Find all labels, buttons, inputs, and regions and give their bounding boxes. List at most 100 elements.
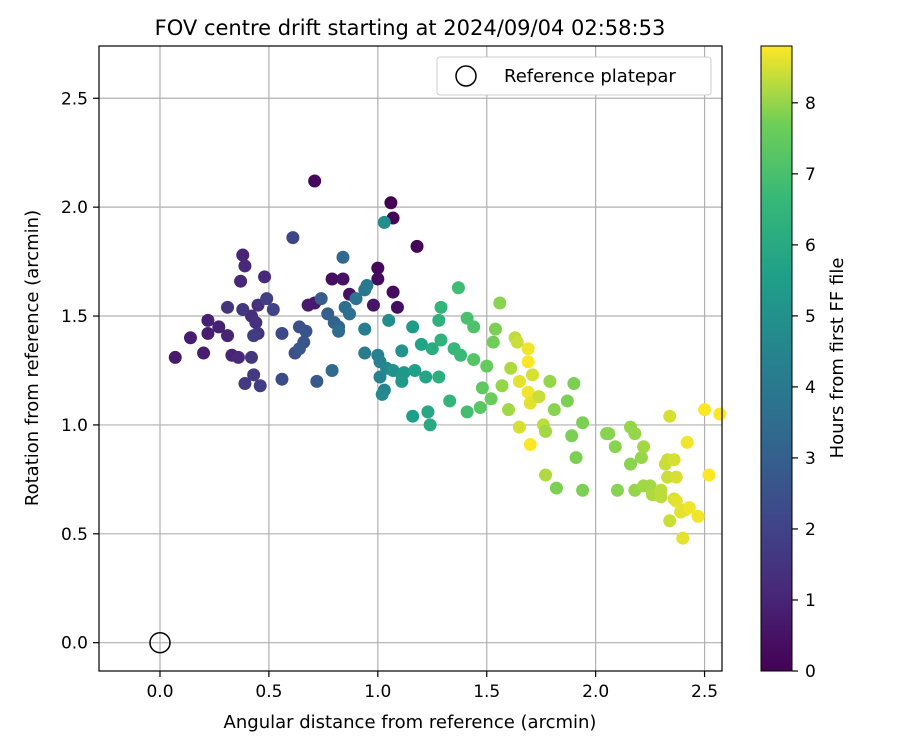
data-point — [637, 440, 651, 454]
colorbar-tick-label: 5 — [805, 307, 816, 327]
data-point — [343, 307, 357, 321]
data-point — [667, 453, 681, 467]
data-point — [539, 468, 553, 482]
data-point — [221, 300, 235, 314]
data-point — [547, 403, 561, 417]
legend: Reference platepar — [436, 56, 712, 96]
y-tick-label: 1.5 — [61, 307, 88, 327]
data-point — [247, 329, 261, 343]
data-point — [408, 363, 422, 377]
data-point — [360, 279, 374, 293]
data-point — [275, 372, 289, 386]
legend-box — [436, 56, 712, 96]
data-point — [358, 346, 372, 360]
data-point — [467, 320, 481, 334]
data-point — [299, 324, 313, 338]
data-point — [495, 379, 509, 393]
data-point — [525, 368, 539, 382]
data-point — [624, 457, 638, 471]
data-point — [183, 331, 197, 345]
data-point — [680, 435, 694, 449]
data-point — [236, 303, 250, 317]
data-point — [521, 385, 535, 399]
data-point — [539, 424, 553, 438]
data-point — [325, 363, 339, 377]
data-point — [486, 335, 500, 349]
data-points — [168, 174, 727, 545]
data-point — [349, 292, 363, 306]
data-point — [569, 451, 583, 465]
data-point — [460, 405, 474, 419]
data-point — [395, 344, 409, 358]
data-point — [371, 272, 385, 286]
data-point — [201, 326, 215, 340]
colorbar-tick-label: 0 — [805, 662, 816, 682]
data-point — [713, 407, 727, 421]
data-point — [377, 215, 391, 229]
colorbar-tick-label: 1 — [805, 591, 816, 611]
data-point — [565, 429, 579, 443]
data-point — [197, 346, 211, 360]
data-point — [669, 494, 683, 508]
data-point — [543, 374, 557, 388]
data-point — [325, 272, 339, 286]
data-point — [691, 509, 705, 523]
data-point — [421, 405, 435, 419]
reference-platepar-marker — [149, 631, 171, 654]
data-point — [434, 333, 448, 347]
data-point — [454, 348, 468, 362]
chart-title: FOV centre drift starting at 2024/09/04 … — [155, 16, 666, 40]
data-point — [238, 259, 252, 273]
x-tick-label: 1.5 — [473, 682, 500, 702]
data-point — [244, 350, 258, 364]
data-point — [502, 403, 516, 417]
y-tick-label: 0.0 — [61, 634, 88, 654]
legend-entry-label: Reference platepar — [504, 66, 676, 87]
data-point — [384, 196, 398, 210]
data-point — [249, 316, 263, 330]
data-point — [234, 274, 248, 288]
data-point — [432, 313, 446, 327]
data-point — [247, 368, 261, 382]
data-point — [386, 285, 400, 299]
data-point — [266, 303, 280, 317]
data-point — [238, 377, 252, 391]
colorbar-gradient — [760, 45, 793, 672]
data-point — [286, 231, 300, 245]
data-point — [521, 355, 535, 369]
data-point — [332, 324, 346, 338]
data-point — [560, 394, 574, 408]
data-point — [512, 420, 526, 434]
x-tick-label: 2.5 — [691, 682, 718, 702]
data-point — [480, 359, 494, 373]
data-point — [676, 531, 690, 545]
x-axis-ticks: 0.0 0.5 1.0 1.5 2.0 2.5 — [146, 671, 718, 702]
data-point — [451, 281, 465, 295]
data-point — [602, 427, 616, 441]
colorbar: 0 1 2 3 4 5 6 7 8 Hours from first FF file — [760, 45, 848, 682]
data-point — [549, 481, 563, 495]
data-point — [221, 329, 235, 343]
data-point — [663, 409, 677, 423]
data-point — [308, 174, 322, 188]
data-point — [410, 239, 424, 253]
colorbar-tick-label: 2 — [805, 520, 816, 540]
plot-frame — [98, 45, 723, 672]
data-point — [336, 250, 350, 264]
data-point — [628, 427, 642, 441]
data-point — [576, 483, 590, 497]
data-point — [212, 320, 226, 334]
x-tick-label: 0.0 — [146, 682, 173, 702]
data-point — [314, 292, 328, 306]
x-axis-label: Angular distance from reference (arcmin) — [224, 712, 597, 733]
data-point — [366, 298, 380, 312]
data-point — [168, 350, 182, 364]
data-point — [310, 374, 324, 388]
data-point — [201, 313, 215, 327]
data-point — [382, 313, 396, 327]
data-point — [231, 350, 245, 364]
data-point — [390, 300, 404, 314]
data-point — [275, 326, 289, 340]
x-tick-label: 1.0 — [364, 682, 391, 702]
